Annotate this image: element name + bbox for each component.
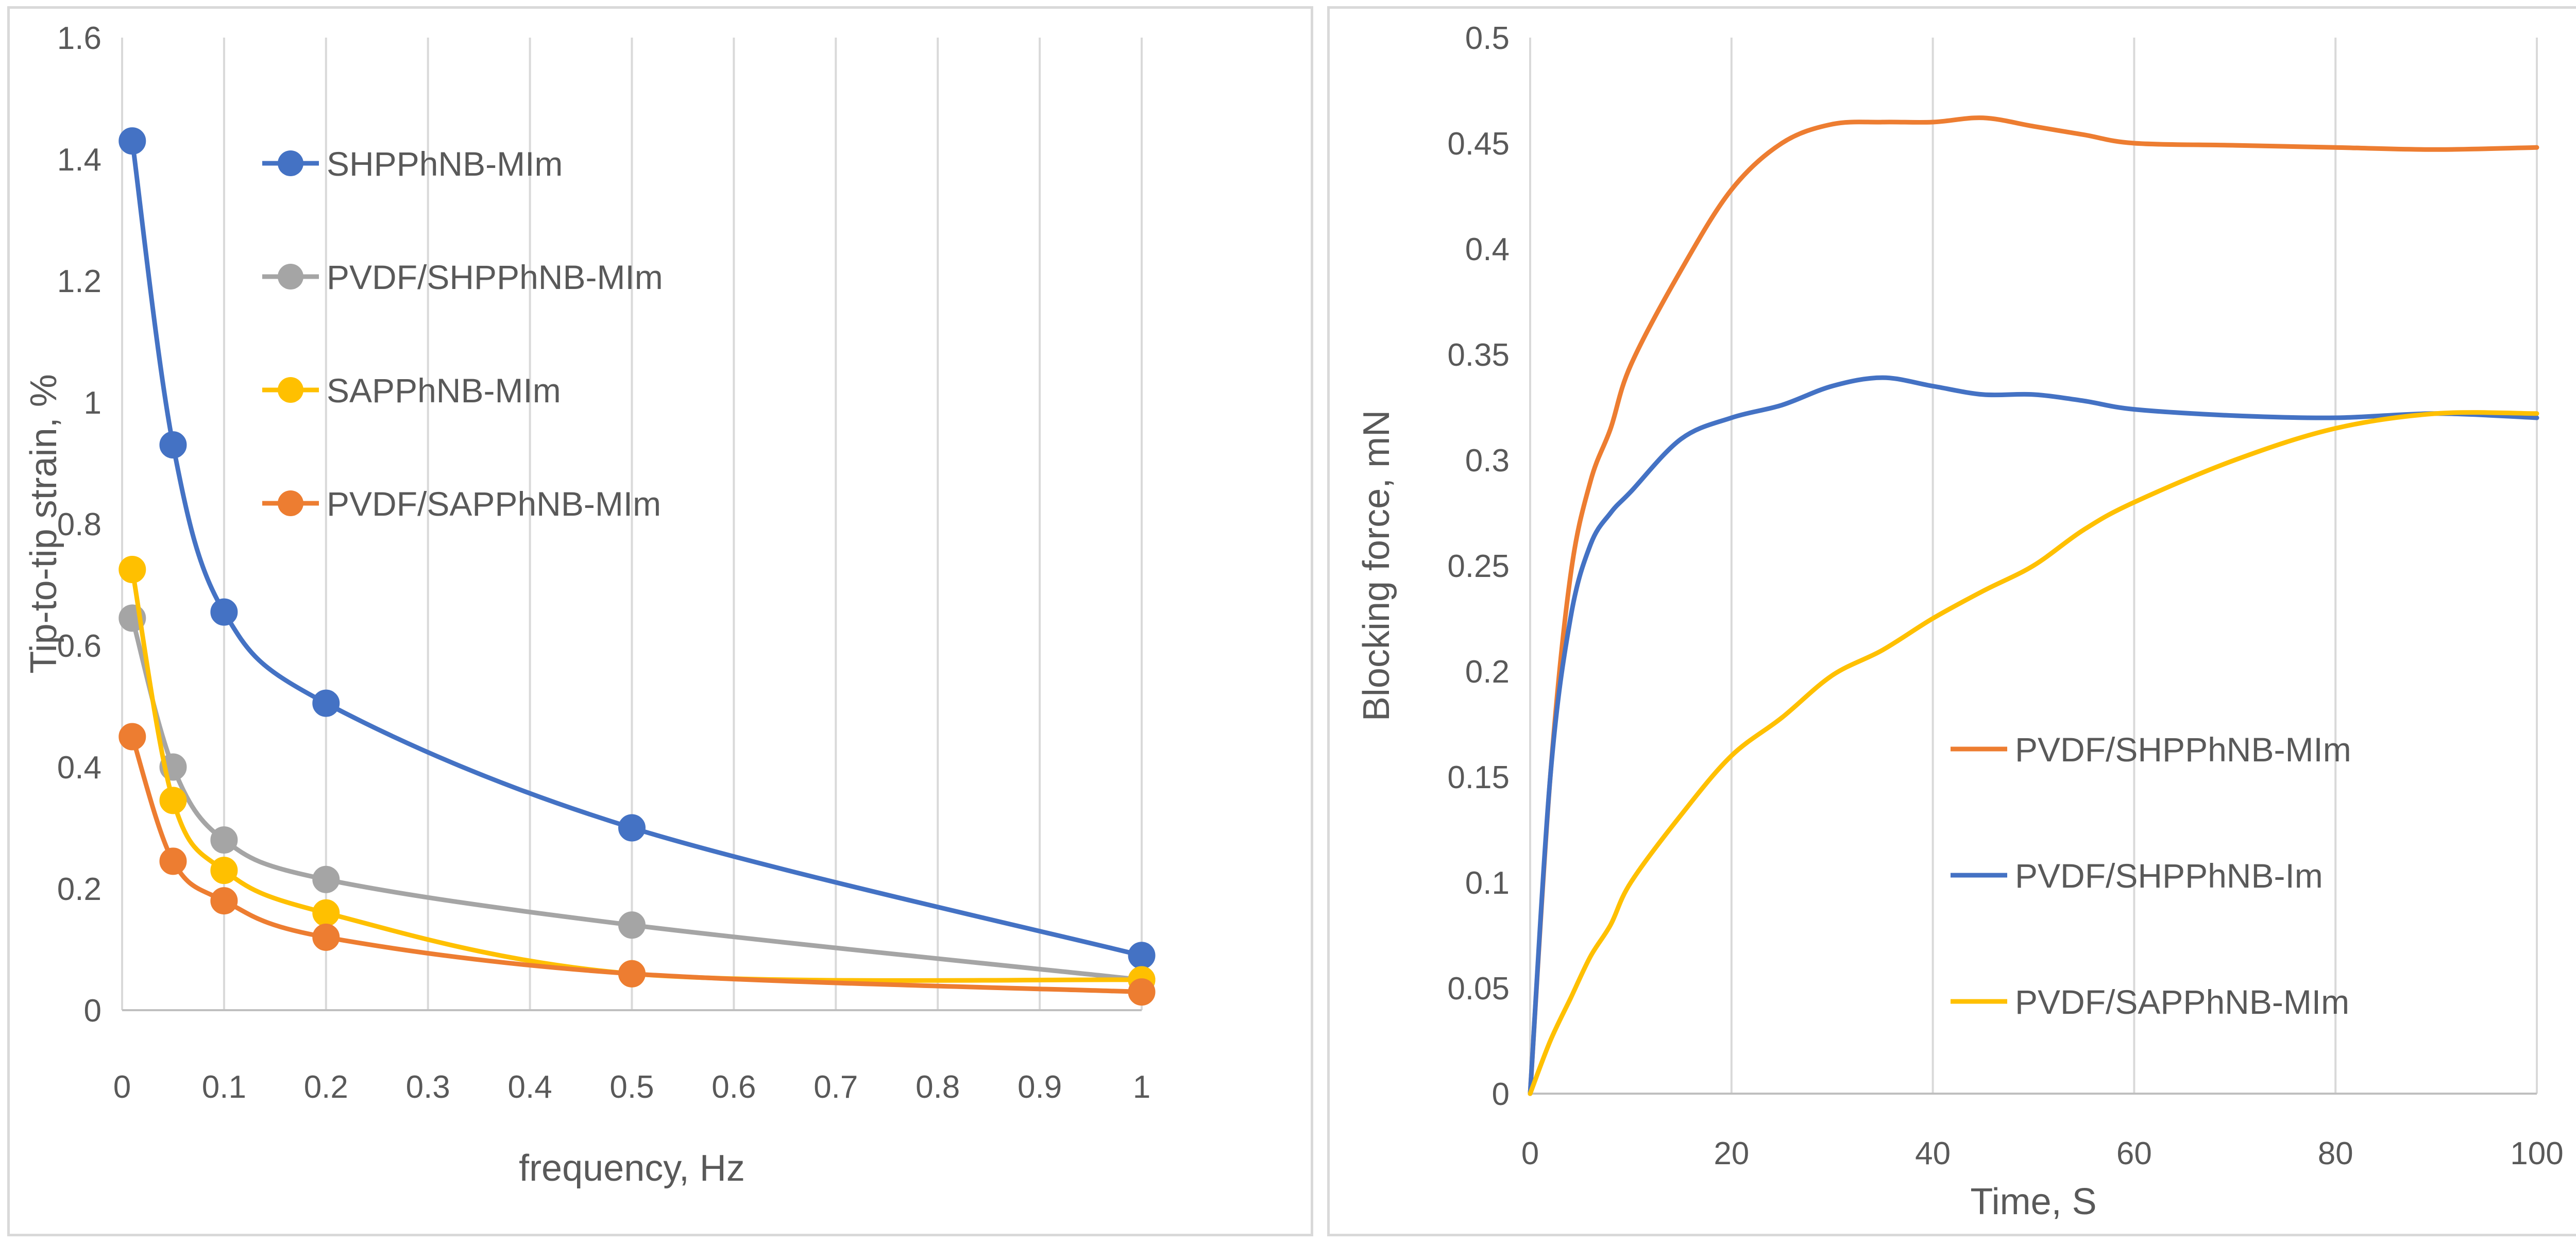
data-point-sapphnb-mim (210, 857, 238, 884)
data-point-shpphnb-mim (618, 814, 646, 842)
y-tick-label: 0.8 (57, 507, 101, 542)
x-tick-label: 0 (1521, 1136, 1539, 1171)
blocking-force-vs-time-chart: 0 20 40 60 80 100 0 0.05 0.1 0.15 0.2 0.25 0.3 0.35 0.… (1356, 21, 2564, 1222)
x-tick-label: 60 (2116, 1136, 2152, 1171)
data-point-shpphnb-mim (159, 431, 187, 459)
x-tick-label: 0.6 (711, 1069, 756, 1105)
x-tick-label: 1 (1133, 1069, 1150, 1105)
series-line-pvdf-shpphnb-mim (1528, 115, 2539, 1096)
data-point-sapphnb-mim (312, 899, 340, 927)
x-tick-label: 0.4 (507, 1069, 552, 1105)
x-tick-label: 100 (2510, 1136, 2563, 1171)
y-tick-label: 0.45 (1447, 126, 1510, 162)
data-point-pvdf-sapphnb-mim (118, 723, 146, 751)
y-tick-label: 0.2 (57, 872, 101, 907)
data-point-shpphnb-mim (312, 689, 340, 717)
y-tick-label: 0.15 (1447, 760, 1510, 795)
data-point-pvdf-shpphnb-mim (312, 865, 340, 893)
data-point-shpphnb-mim (210, 598, 238, 626)
x-tick-label: 0 (113, 1069, 131, 1105)
data-point-pvdf-shpphnb-mim (618, 911, 646, 939)
x-tick-label: 0.1 (202, 1069, 246, 1105)
x-tick-label: 0.7 (814, 1069, 858, 1105)
x-tick-label: 0.5 (609, 1069, 654, 1105)
legend-marker-pvdf-sapphnb-mim (278, 490, 303, 516)
data-point-sapphnb-mim (118, 556, 146, 583)
y-tick-label: 0.3 (1465, 443, 1510, 479)
legend-label-pvdf-shpphnb-im: PVDF/SHPPhNB-Im (2015, 857, 2323, 895)
strain-vs-frequency-chart: 0 0.1 0.2 0.3 0.4 0.5 0.6 0.7 0.8 0.9 1 0 0.2 0.4 0.6 0… (23, 21, 1156, 1189)
legend-label-pvdf-sapphnb-mim: PVDF/SAPPhNB-MIm (2015, 983, 2349, 1021)
data-point-pvdf-sapphnb-mim (1128, 978, 1156, 1006)
y-tick-label: 1.6 (57, 21, 101, 56)
y-tick-label: 0.1 (1465, 865, 1510, 901)
x-tick-label: 0.2 (304, 1069, 348, 1105)
y-axis-title: Blocking force, mN (1356, 410, 1397, 721)
x-tick-label: 80 (2318, 1136, 2353, 1171)
data-point-pvdf-sapphnb-mim (210, 887, 238, 915)
legend-marker-shpphnb-mim (278, 150, 303, 176)
data-point-pvdf-sapphnb-mim (312, 923, 340, 951)
data-point-sapphnb-mim (159, 787, 187, 814)
y-tick-label: 0.4 (1465, 232, 1510, 267)
series-line-pvdf-sapphnb-mim (1528, 410, 2539, 1096)
legend-label-pvdf-shpphnb-mim: PVDF/SHPPhNB-MIm (2015, 730, 2351, 769)
data-point-pvdf-shpphnb-mim (210, 826, 238, 854)
y-tick-label: 1.2 (57, 264, 101, 299)
legend-label-pvdf-sapphnb-mim: PVDF/SAPPhNB-MIm (327, 485, 661, 523)
y-tick-label: 1.4 (57, 142, 101, 178)
chart-panel-time: 0 20 40 60 80 100 0 0.05 0.1 0.15 0.2 0.25 0.3 0.35 0.… (1327, 6, 2576, 1236)
x-tick-label: 0.9 (1018, 1069, 1062, 1105)
legend-marker-pvdf-shpphnb-mim (278, 264, 303, 290)
legend-label-sapphnb-mim: SAPPhNB-MIm (327, 371, 561, 410)
y-tick-label: 0 (1492, 1077, 1510, 1112)
x-tick-label: 20 (1714, 1136, 1749, 1171)
legend-label-pvdf-shpphnb-mim: PVDF/SHPPhNB-MIm (327, 258, 663, 296)
y-tick-label: 0.35 (1447, 337, 1510, 373)
data-point-pvdf-sapphnb-mim (618, 960, 646, 988)
x-tick-label: 0.8 (916, 1069, 960, 1105)
y-tick-label: 1 (84, 385, 101, 421)
data-point-shpphnb-mim (1128, 942, 1156, 969)
x-tick-label: 40 (1915, 1136, 1951, 1171)
series-line-shpphnb-mim (130, 139, 1144, 958)
series-line-pvdf-shpphnb-im (1528, 375, 2539, 1096)
y-tick-label: 0.25 (1447, 549, 1510, 584)
x-axis-title: Time, S (1970, 1181, 2096, 1222)
legend-label-shpphnb-mim: SHPPhNB-MIm (327, 145, 563, 183)
legend-marker-sapphnb-mim (278, 377, 303, 403)
y-axis-title: Tip-to-tip strain, % (23, 374, 64, 673)
y-tick-label: 0 (84, 993, 101, 1029)
y-tick-label: 0.4 (57, 750, 101, 786)
y-tick-label: 0.2 (1465, 654, 1510, 690)
data-point-pvdf-sapphnb-mim (159, 847, 187, 875)
chart-panel-frequency: 0 0.1 0.2 0.3 0.4 0.5 0.6 0.7 0.8 0.9 1 0 0.2 0.4 0.6 0… (7, 6, 1313, 1236)
x-tick-label: 0.3 (406, 1069, 450, 1105)
series-line-pvdf-sapphnb-mim (130, 734, 1144, 995)
y-tick-label: 0.6 (57, 628, 101, 664)
y-tick-label: 0.5 (1465, 21, 1510, 56)
x-axis-title: frequency, Hz (519, 1148, 745, 1189)
y-tick-label: 0.05 (1447, 971, 1510, 1007)
data-point-shpphnb-mim (118, 127, 146, 155)
